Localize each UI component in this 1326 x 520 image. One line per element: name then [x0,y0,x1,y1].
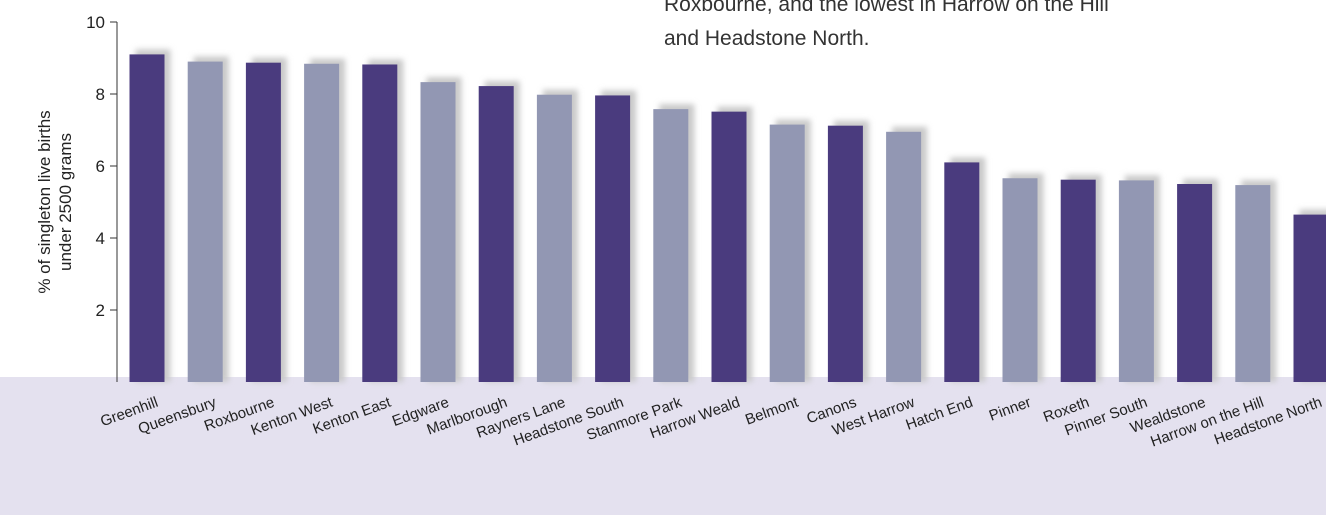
y-tick-label: 4 [96,229,105,248]
bar [1294,215,1326,382]
bar [712,112,747,382]
bar [362,64,397,382]
bar [1119,180,1154,382]
bar [1061,180,1096,382]
bar [653,109,688,382]
y-tick-label: 10 [86,13,105,32]
y-tick-label: 2 [96,301,105,320]
caption-line-2: and Headstone North. [664,27,869,50]
bar [479,86,514,382]
y-axis-title-line: under 2500 grams [56,133,75,271]
y-axis: 2 4 6 8 10 [86,13,117,382]
description-text: Roxbourne, and the lowest in Harrow on t… [664,0,1324,56]
y-axis-title-line: % of singleton live births [35,110,54,293]
bar [130,54,165,382]
category-band [0,377,1326,515]
bar [944,162,979,382]
y-tick-label: 8 [96,85,105,104]
caption-line-1: Roxbourne, and the lowest in Harrow on t… [664,0,1109,16]
bar [188,62,223,382]
bar [246,63,281,382]
bar [886,132,921,382]
bar [537,95,572,382]
bar [1003,178,1038,382]
bar [1235,185,1270,382]
bars-group [130,54,1326,382]
bar [1177,184,1212,382]
bar [828,126,863,382]
y-tick-label: 6 [96,157,105,176]
bar [595,95,630,382]
bar [421,82,456,382]
bar [770,125,805,382]
bar [304,64,339,382]
